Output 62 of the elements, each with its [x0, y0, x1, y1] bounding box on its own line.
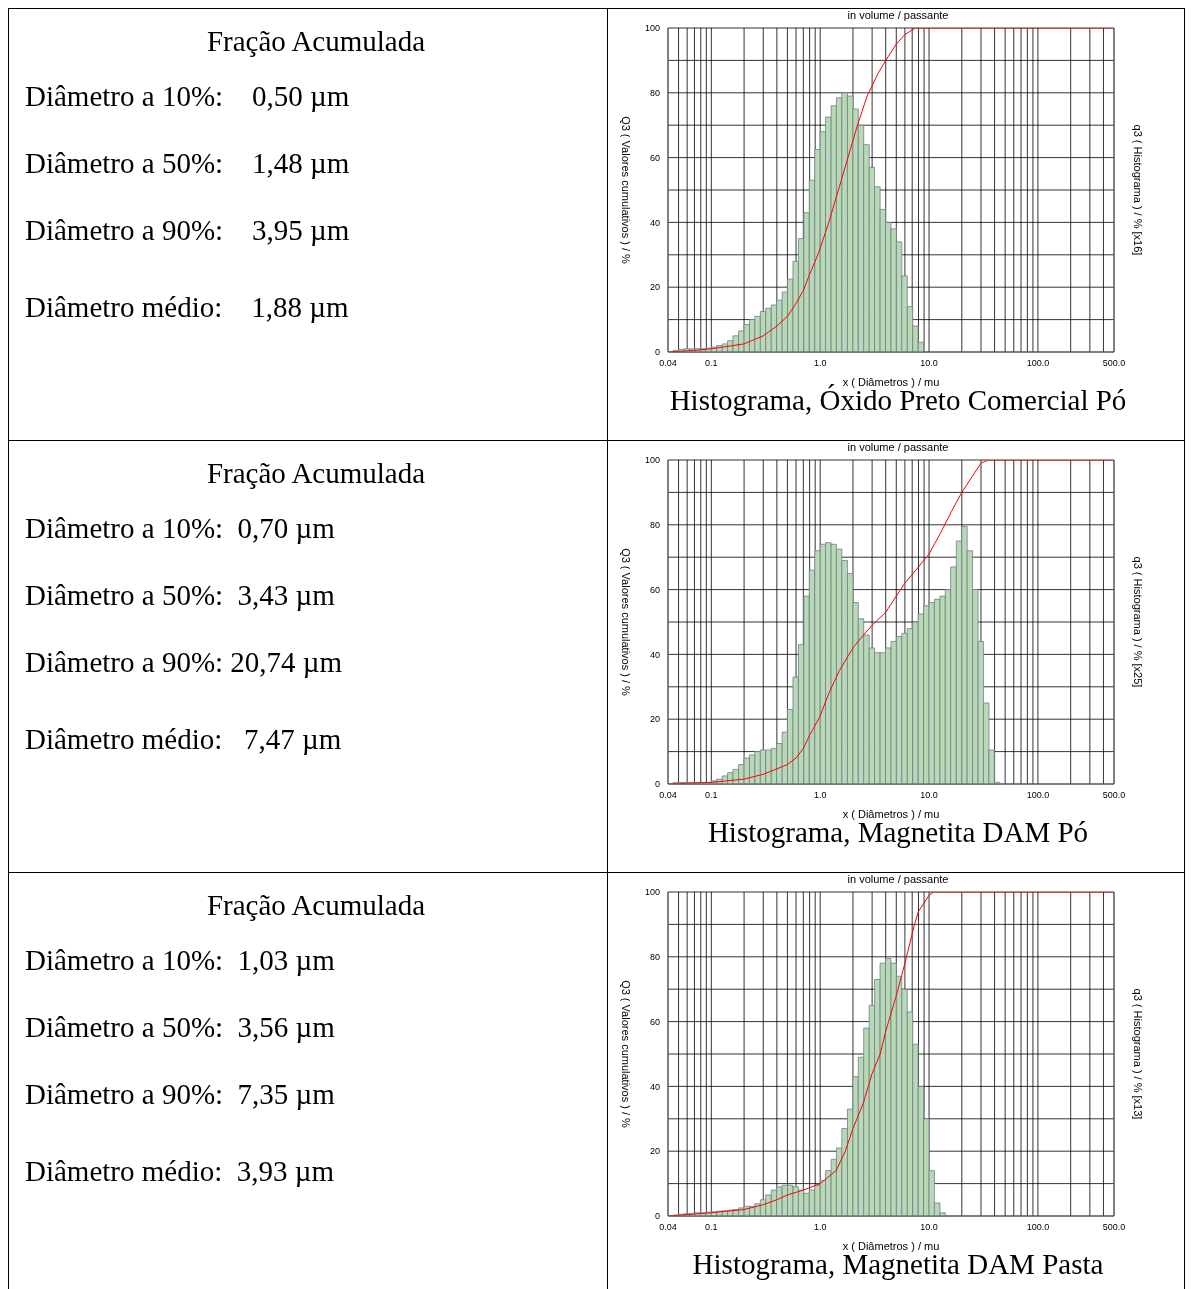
y-tick-label: 40 [649, 217, 660, 228]
x-tick-label: 1.0 [813, 1222, 827, 1233]
text: Diâmetro a 50%: 3,56 µm [25, 1011, 336, 1044]
y-tick-label: 80 [649, 88, 660, 98]
x-tick-label: 500.0 [1102, 790, 1126, 801]
x-tick-label: 10.0 [920, 358, 938, 369]
text: Diâmetro a 90%: 3,95 µm [25, 214, 351, 247]
y-tick-label: 0 [654, 1211, 660, 1222]
x-tick-label: 1.0 [813, 358, 827, 369]
chart-title: in volume / passante [846, 441, 950, 454]
x-tick-label: 500.0 [1102, 358, 1126, 369]
x-tick-label: 10.0 [920, 1222, 938, 1233]
text: Diâmetro a 10%: 1,03 µm [25, 944, 336, 977]
text: Fração Acumulada [205, 889, 427, 922]
x-axis-title: x ( Diâmetros ) / mu [842, 1240, 940, 1252]
text: Diâmetro médio: 3,93 µm [25, 1155, 336, 1188]
x-tick-label: 500.0 [1102, 1222, 1126, 1233]
y2-axis-title: q3 ( Histograma ) / % [x25] [1132, 556, 1145, 688]
y-tick-label: 100 [644, 455, 660, 466]
x-tick-label: 100.0 [1026, 790, 1050, 801]
y-tick-label: 20 [649, 282, 660, 293]
text: Fração Acumulada [205, 457, 427, 490]
x-tick-label: 100.0 [1026, 358, 1050, 369]
x-axis-title: x ( Diâmetros ) / mu [842, 808, 940, 820]
x-tick-label: 100.0 [1026, 1222, 1050, 1233]
y-tick-label: 20 [649, 1146, 660, 1157]
text: Diâmetro médio: 7,47 µm [25, 723, 343, 756]
y-tick-label: 60 [649, 1016, 660, 1027]
y2-axis-title: q3 ( Histograma ) / % [x16] [1132, 124, 1145, 256]
text: Diâmetro a 10%: 0,50 µm [25, 80, 351, 113]
y-tick-label: 100 [644, 887, 660, 898]
y-tick-label: 60 [649, 584, 660, 595]
y-tick-label: 0 [654, 347, 660, 358]
chart-title: in volume / passante [846, 873, 950, 886]
text: Diâmetro a 90%: 7,35 µm [25, 1078, 336, 1111]
y-tick-label: 80 [649, 519, 660, 530]
chart-title: in volume / passante [846, 9, 950, 22]
x-tick-label: 10.0 [920, 790, 938, 801]
x-tick-label: 0.04 [659, 358, 677, 369]
text: Fração Acumulada [205, 25, 427, 58]
text: Diâmetro a 90%: 20,74 µm [25, 646, 344, 679]
x-tick-label: 1.0 [813, 790, 827, 801]
x-tick-label: 0.04 [659, 790, 677, 801]
text: Diâmetro a 10%: 0,70 µm [25, 512, 336, 545]
y-tick-label: 100 [644, 23, 660, 34]
y-axis-title: Q3 ( Valores cumulativos ) / % [620, 116, 633, 265]
x-tick-label: 0.1 [705, 358, 718, 369]
y-tick-label: 40 [649, 1081, 660, 1092]
x-tick-label: 0.04 [659, 1222, 677, 1233]
x-tick-label: 0.1 [705, 790, 718, 801]
y-tick-label: 40 [649, 649, 660, 660]
y-tick-label: 20 [649, 714, 660, 725]
y-axis-title: Q3 ( Valores cumulativos ) / % [620, 980, 633, 1129]
y-tick-label: 80 [649, 951, 660, 962]
y-tick-label: 60 [649, 152, 660, 163]
text: Diâmetro médio: 1,88 µm [25, 291, 350, 324]
y2-axis-title: q3 ( Histograma ) / % [x13] [1132, 988, 1145, 1120]
text: Diâmetro a 50%: 1,48 µm [25, 147, 351, 180]
text: Diâmetro a 50%: 3,43 µm [25, 579, 336, 612]
x-tick-label: 0.1 [705, 1222, 718, 1233]
y-axis-title: Q3 ( Valores cumulativos ) / % [620, 548, 633, 697]
y-tick-label: 0 [654, 779, 660, 790]
